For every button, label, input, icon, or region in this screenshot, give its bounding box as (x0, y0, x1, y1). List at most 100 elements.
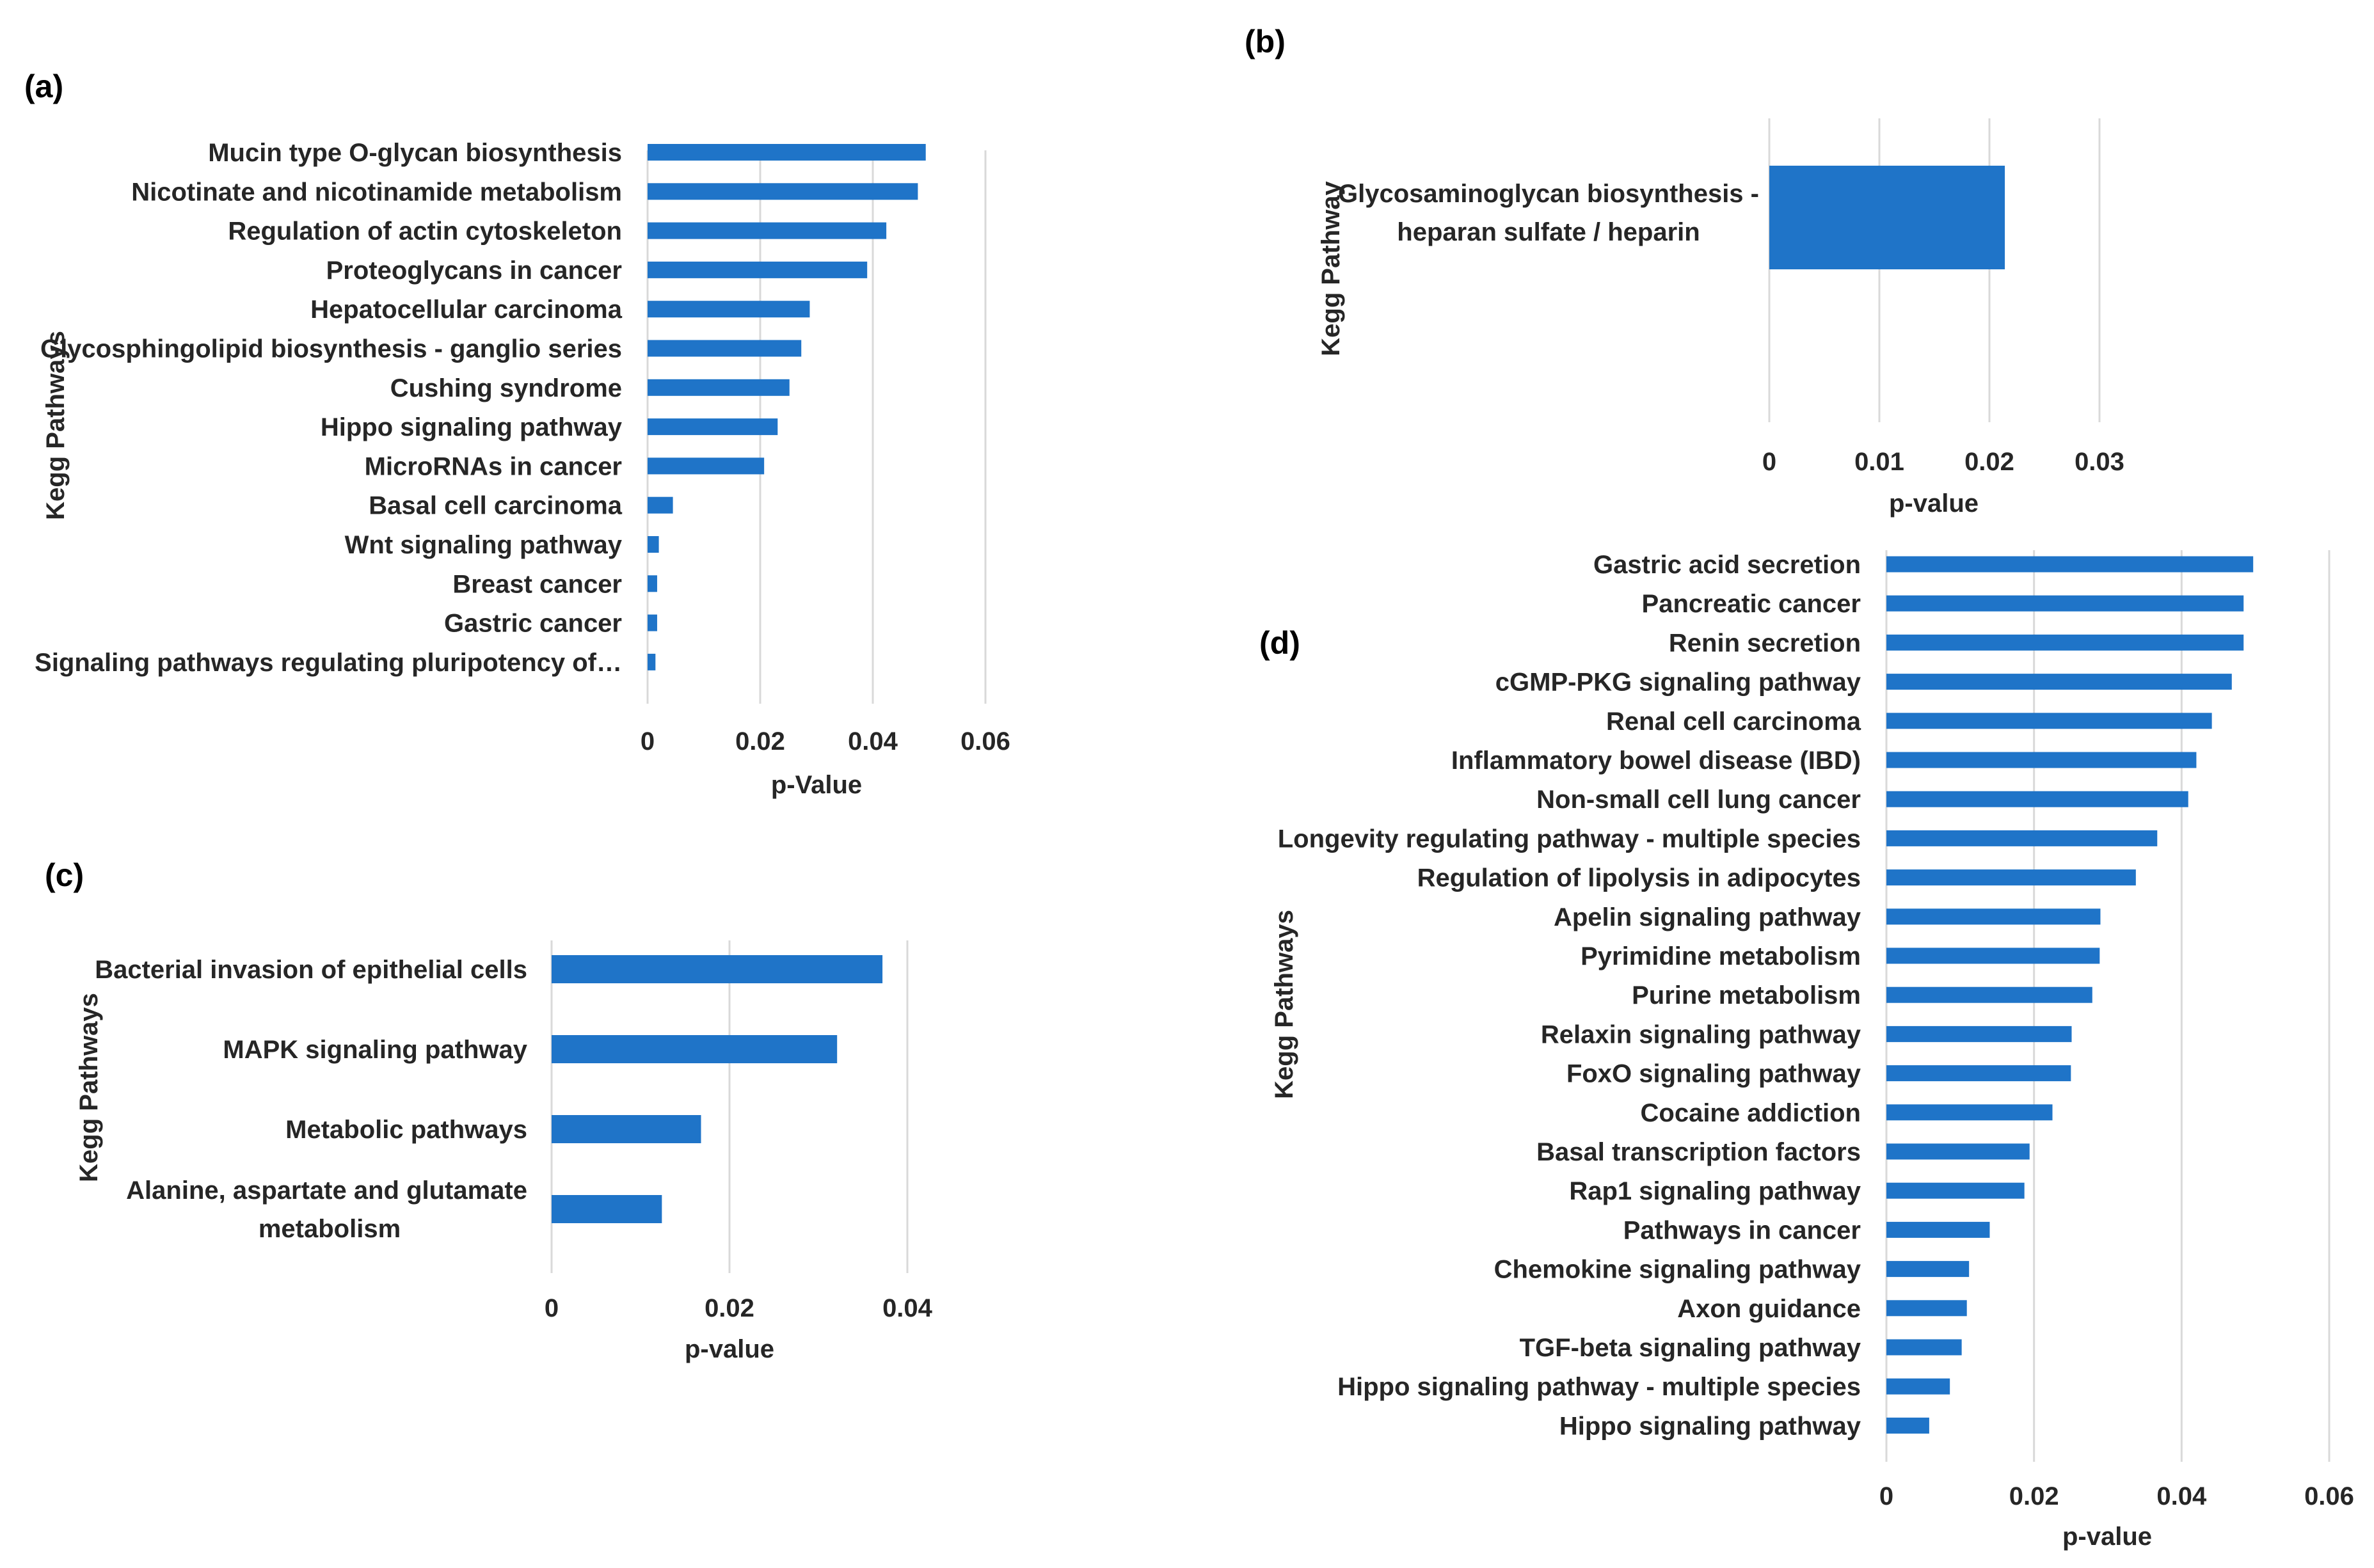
chart-panel-a: (a) Mucin type O-glycan biosynthesis Nico… (24, 68, 1010, 799)
bar-d-20 (1886, 1339, 1962, 1356)
category-label-d-7: Longevity regulating pathway - multiple … (1278, 825, 1861, 853)
bar-d-11 (1886, 986, 2092, 1003)
x-tick-label-d-0: 0 (1879, 1482, 1893, 1510)
panel-label-a: (a) (24, 68, 63, 104)
bar-d-17 (1886, 1221, 1990, 1238)
category-label-a-5: Glycosphingolipid biosynthesis - ganglio… (40, 335, 622, 363)
bar-d-9 (1886, 908, 2101, 925)
chart-panel-c: (c) Bacterial invasion of epithelial cel… (45, 857, 933, 1363)
category-label-c-1: MAPK signaling pathway (223, 1036, 527, 1064)
category-label-d-10: Pyrimidine metabolism (1581, 942, 1861, 970)
bar-a-0 (648, 144, 926, 161)
category-label-d-1: Pancreatic cancer (1642, 590, 1861, 618)
bar-c-1 (552, 1035, 838, 1063)
category-label-a-11: Breast cancer (452, 570, 622, 598)
x-tick-label-b-2: 0.02 (1964, 448, 2014, 476)
category-label-d-6: Non-small cell lung cancer (1536, 786, 1861, 814)
category-label-a-8: MicroRNAs in cancer (365, 452, 622, 480)
bar-c-2 (552, 1115, 701, 1143)
bar-d-6 (1886, 791, 2188, 807)
bar-d-10 (1886, 947, 2100, 964)
category-label-d-19: Axon guidance (1677, 1295, 1861, 1323)
bar-d-21 (1886, 1378, 1950, 1395)
category-label-d-9: Apelin signaling pathway (1554, 903, 1861, 931)
category-label-d-3: cGMP-PKG signaling pathway (1495, 669, 1861, 697)
bar-a-1 (648, 183, 918, 200)
bar-d-4 (1886, 713, 2212, 729)
x-tick-label-a-1: 0.02 (735, 727, 785, 756)
bar-d-0 (1886, 556, 2254, 573)
category-label-d-21: Hippo signaling pathway - multiple speci… (1337, 1373, 1861, 1401)
y-axis-title-b: Kegg Pathway (1317, 181, 1345, 356)
category-label-a-10: Wnt signaling pathway (345, 531, 623, 559)
category-label-d-4: Renal cell carcinoma (1606, 708, 1861, 736)
x-tick-label-a-3: 0.06 (960, 727, 1010, 756)
category-label-d-5: Inflammatory bowel disease (IBD) (1451, 747, 1861, 775)
bar-d-18 (1886, 1261, 1970, 1278)
bar-d-1 (1886, 595, 2244, 612)
category-label-a-0: Mucin type O-glycan biosynthesis (208, 139, 622, 167)
bar-d-14 (1886, 1104, 2053, 1121)
bar-d-2 (1886, 634, 2244, 651)
category-label-a-12: Gastric cancer (444, 610, 622, 638)
x-axis-title-b: p-value (1889, 489, 1979, 518)
chart-panel-b: (b) Glycosaminoglycan biosynthesis -hepa… (1245, 24, 2124, 518)
bar-b-0 (1769, 166, 2005, 269)
bar-d-13 (1886, 1065, 2071, 1082)
x-tick-label-d-1: 0.02 (2009, 1482, 2059, 1510)
bar-d-16 (1886, 1182, 2025, 1199)
category-label-a-9: Basal cell carcinoma (369, 492, 623, 520)
bar-a-7 (648, 418, 778, 436)
bar-a-9 (648, 496, 673, 514)
bar-c-3 (552, 1195, 662, 1223)
x-axis-title-c: p-value (685, 1335, 774, 1363)
chart-panel-d: (d) Gastric acid secretion Pancreatic can… (1259, 550, 2354, 1551)
x-tick-label-c-2: 0.04 (882, 1294, 933, 1322)
bar-d-12 (1886, 1026, 2072, 1042)
category-label-a-2: Regulation of actin cytoskeleton (228, 218, 622, 246)
category-label-d-12: Relaxin signaling pathway (1541, 1020, 1861, 1049)
y-axis-title-d: Kegg Pathways (1270, 910, 1298, 1099)
x-axis-title-a: p-Value (771, 771, 862, 799)
panel-label-c: (c) (45, 857, 84, 893)
category-label-d-16: Rap1 signaling pathway (1569, 1177, 1861, 1205)
category-label-d-8: Regulation of lipolysis in adipocytes (1417, 864, 1861, 892)
x-tick-label-b-3: 0.03 (2075, 448, 2124, 476)
bar-a-10 (648, 536, 659, 553)
x-tick-label-c-0: 0 (545, 1294, 559, 1322)
category-label-a-1: Nicotinate and nicotinamide metabolism (131, 178, 622, 206)
category-label-d-20: TGF-beta signaling pathway (1520, 1334, 1861, 1362)
x-axis-title-d: p-value (2062, 1523, 2152, 1551)
y-axis-title-a: Kegg Pathways (42, 331, 70, 520)
category-label-b-0: Glycosaminoglycan biosynthesis -heparan … (1338, 180, 1759, 246)
bar-a-2 (648, 222, 887, 239)
x-tick-label-d-3: 0.06 (2304, 1482, 2354, 1510)
y-axis-title-c: Kegg Pathways (75, 993, 103, 1182)
bar-c-0 (552, 955, 883, 983)
bar-a-11 (648, 575, 657, 592)
category-label-d-22: Hippo signaling pathway (1559, 1412, 1861, 1440)
category-label-d-15: Basal transcription factors (1536, 1138, 1861, 1166)
bar-d-3 (1886, 674, 2232, 690)
panel-label-b: (b) (1245, 24, 1286, 59)
category-label-a-4: Hepatocellular carcinoma (310, 296, 623, 324)
bar-d-19 (1886, 1300, 1967, 1317)
category-label-d-13: FoxO signaling pathway (1566, 1060, 1861, 1088)
category-label-d-11: Purine metabolism (1632, 981, 1861, 1010)
bar-a-3 (648, 261, 868, 278)
category-label-c-3: Alanine, aspartate and glutamate metaboli… (126, 1176, 527, 1243)
category-label-c-0: Bacterial invasion of epithelial cells (95, 956, 527, 984)
x-tick-label-a-2: 0.04 (848, 727, 898, 756)
category-label-d-0: Gastric acid secretion (1593, 551, 1861, 579)
category-label-d-14: Cocaine addiction (1641, 1099, 1861, 1127)
bar-a-13 (648, 653, 656, 670)
category-label-a-3: Proteoglycans in cancer (326, 257, 622, 285)
category-label-c-2: Metabolic pathways (285, 1116, 527, 1144)
bar-d-15 (1886, 1143, 2030, 1160)
x-tick-label-b-1: 0.01 (1854, 448, 1904, 476)
bar-d-22 (1886, 1417, 1929, 1434)
bar-a-4 (648, 301, 810, 318)
panel-label-d: (d) (1259, 625, 1300, 661)
bar-a-12 (648, 614, 657, 631)
